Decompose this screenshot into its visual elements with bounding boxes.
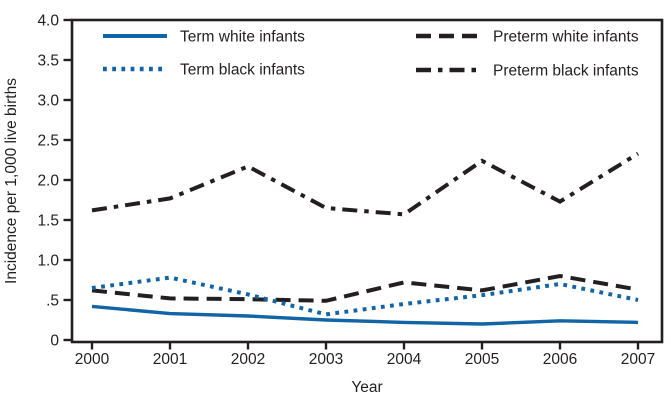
- x-tick-label: 2004: [387, 351, 422, 368]
- x-tick-label: 2002: [231, 351, 265, 368]
- y-tick-label: 4.0: [37, 13, 59, 30]
- series-line-term-black-infants: [91, 275, 639, 317]
- x-axis-title: Year: [351, 379, 382, 396]
- y-tick-label: 3.0: [37, 93, 59, 110]
- legend-item-term-white-infants: Term white infants: [103, 29, 305, 46]
- y-tick-label: 3.5: [37, 53, 59, 70]
- x-axis-ticks: 2000 2001 2002 2003 2004 2005 2006 2007: [75, 342, 655, 368]
- legend-label-preterm-white-infants: Preterm white infants: [493, 29, 639, 46]
- legend-label-preterm-black-infants: Preterm black infants: [493, 63, 639, 80]
- y-tick-label: 2.5: [37, 133, 59, 150]
- x-tick-label: 2001: [153, 351, 187, 368]
- series-lines: [91, 151, 640, 326]
- legend: Term white infants Term black infants Pret…: [103, 29, 639, 80]
- series-line-preterm-black-infants: [91, 151, 640, 217]
- x-tick-label: 2000: [75, 351, 110, 368]
- y-tick-label: 1.5: [37, 213, 59, 230]
- x-tick-label: 2005: [465, 351, 499, 368]
- x-tick-label: 2006: [543, 351, 577, 368]
- y-tick-label: .5: [46, 293, 59, 310]
- legend-item-preterm-black-infants: Preterm black infants: [416, 63, 639, 80]
- legend-label-term-black-infants: Term black infants: [180, 62, 305, 79]
- x-tick-label: 2007: [621, 351, 655, 368]
- y-axis-title: Incidence per 1,000 live births: [3, 78, 20, 284]
- legend-label-term-white-infants: Term white infants: [180, 29, 305, 46]
- y-tick-label: 0: [50, 333, 59, 350]
- legend-item-preterm-white-infants: Preterm white infants: [416, 29, 639, 46]
- x-tick-label: 2003: [309, 351, 343, 368]
- y-axis-ticks: 0 .5 1.0 1.5 2.0 2.5 3.0 3.5 4.0: [37, 13, 72, 350]
- y-tick-label: 1.0: [37, 253, 59, 270]
- series-line-term-white-infants: [91, 304, 639, 326]
- y-tick-label: 2.0: [37, 173, 59, 190]
- legend-item-term-black-infants: Term black infants: [103, 62, 305, 79]
